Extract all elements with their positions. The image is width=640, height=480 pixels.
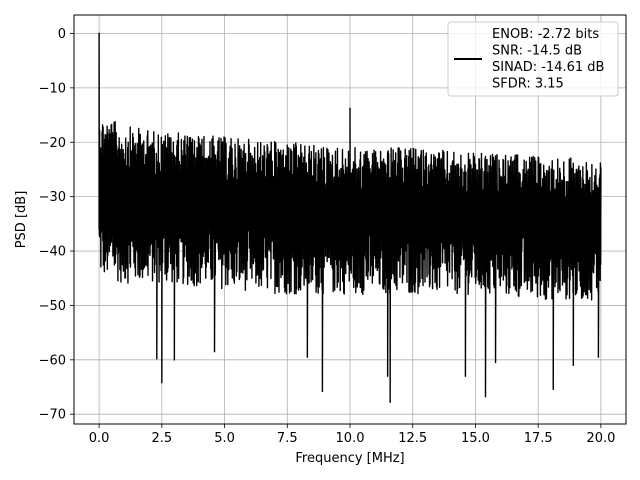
x-tick-label: 12.5 xyxy=(398,431,427,446)
dip-point xyxy=(306,356,308,358)
dip-point xyxy=(173,359,175,361)
dip-point xyxy=(552,388,554,390)
dip-point xyxy=(464,375,467,377)
legend-line: SFDR: 3.15 xyxy=(492,77,564,92)
x-tick-label: 10.0 xyxy=(336,431,365,446)
dip-point xyxy=(156,358,158,360)
x-tick-label: 20.0 xyxy=(586,431,615,446)
y-tick-label: −10 xyxy=(39,81,66,96)
y-tick-label: −60 xyxy=(39,353,66,368)
x-tick-label: 7.5 xyxy=(277,431,298,446)
y-tick-label: −20 xyxy=(39,136,66,151)
legend-box xyxy=(447,21,619,97)
dip-point xyxy=(161,382,163,384)
y-tick-label: 0 xyxy=(58,27,66,42)
legend-line: SINAD: -14.61 dB xyxy=(492,60,604,75)
dip-point xyxy=(494,361,497,364)
y-axis-ticks: 0 −10 −20 −30 −40 −50 −60 −70 xyxy=(39,27,74,423)
x-tick-label: 2.5 xyxy=(151,431,172,446)
dip-point xyxy=(321,390,323,392)
y-tick-label: −70 xyxy=(39,408,66,423)
y-axis-label: PSD [dB] xyxy=(14,191,29,249)
dip-point xyxy=(213,351,216,353)
legend-line: SNR: -14.5 dB xyxy=(492,44,582,59)
dip-point xyxy=(387,375,389,377)
y-tick-label: −50 xyxy=(39,299,66,314)
dip-point xyxy=(572,364,574,366)
dip-point xyxy=(597,356,600,358)
legend-line: ENOB: -2.72 bits xyxy=(492,27,599,42)
x-axis-ticks: 0.0 2.5 5.0 7.5 10.0 12.5 15.0 17.5 20.0 xyxy=(89,424,615,446)
axes-frame xyxy=(73,14,627,425)
x-tick-label: 15.0 xyxy=(461,431,490,446)
y-tick-label: −40 xyxy=(39,245,66,260)
x-tick-label: 5.0 xyxy=(214,431,235,446)
y-tick-label: −30 xyxy=(39,190,66,205)
x-tick-label: 0.0 xyxy=(89,431,110,446)
dip-point xyxy=(484,396,487,398)
x-axis-label: Frequency [MHz] xyxy=(295,451,404,466)
x-tick-label: 17.5 xyxy=(524,431,553,446)
signal-peak-point xyxy=(98,32,100,35)
dip-point xyxy=(389,401,391,403)
psd-line xyxy=(98,32,602,403)
spur-point xyxy=(349,107,351,110)
psd-series xyxy=(98,32,602,403)
